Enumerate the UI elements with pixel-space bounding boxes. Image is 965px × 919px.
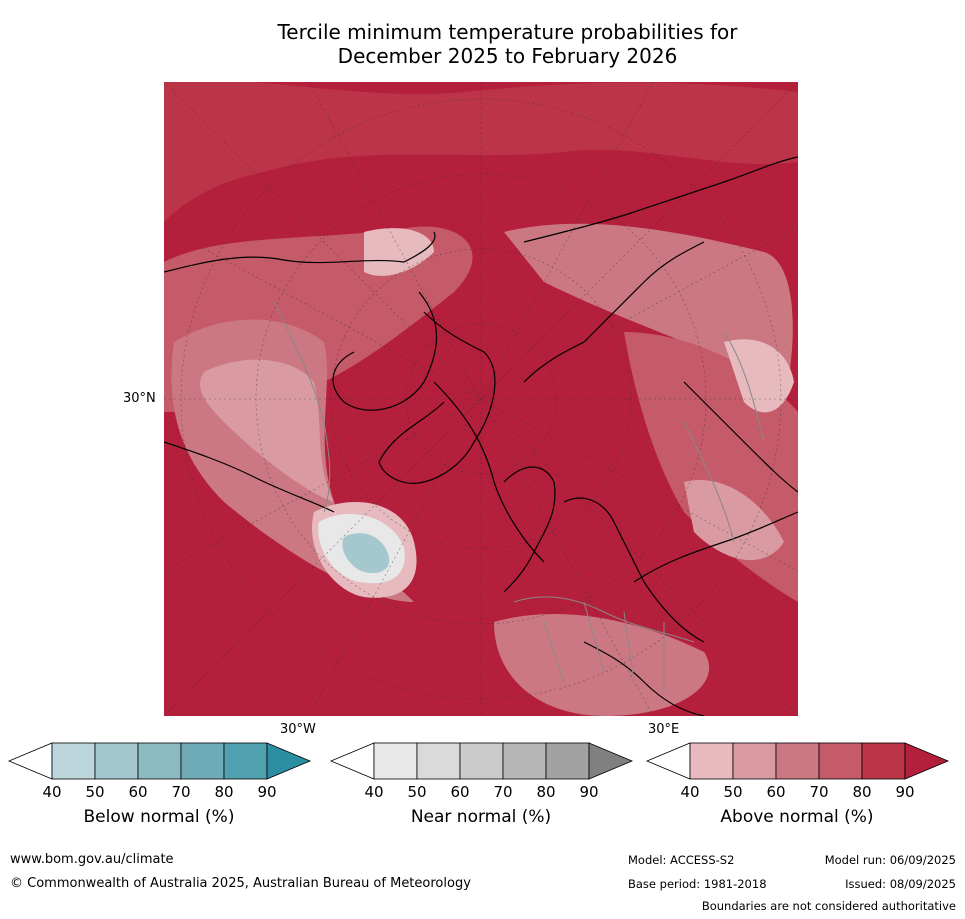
colorbar-below-normal: Below normal (%) 40 50 60 70 80 90 [7, 742, 312, 853]
colorbar-extend-low [645, 742, 691, 780]
probability-map [164, 82, 798, 716]
copyright-text: © Commonwealth of Australia 2025, Austra… [10, 876, 471, 891]
colorbar-segment [689, 742, 734, 780]
colorbar-segment [137, 742, 182, 780]
colorbar-near-svg [329, 742, 634, 780]
colorbar-tick-label: 60 [766, 783, 786, 801]
graticule [164, 82, 798, 716]
colorbar-extend-high [904, 742, 950, 780]
colorbar-below-label: Below normal (%) [83, 807, 235, 827]
colorbar-segment [51, 742, 96, 780]
model-text: Model: ACCESS-S2 [628, 853, 735, 867]
colorbar-extend-high [266, 742, 312, 780]
colorbar-tick-label: 50 [407, 783, 427, 801]
colorbar-below-svg [7, 742, 312, 780]
colorbar-segment [180, 742, 225, 780]
colorbar-segment [775, 742, 820, 780]
colorbar-near-normal: Near normal (%) 40 50 60 70 80 90 [329, 742, 634, 853]
colorbar-segment [416, 742, 461, 780]
region-central-asia-light [684, 480, 784, 561]
colorbar-extend-low [7, 742, 53, 780]
region-alaska-light [364, 228, 434, 276]
colorbar-above-label: Above normal (%) [720, 807, 874, 827]
region-asia-light [724, 339, 794, 413]
colorbar-tick-label: 90 [257, 783, 277, 801]
title-line-1: Tercile minimum temperature probabilitie… [277, 20, 738, 44]
chart-title: Tercile minimum temperature probabilitie… [0, 20, 965, 68]
colorbar-segment [373, 742, 418, 780]
colorbar-segment [545, 742, 590, 780]
region-pacific-light [200, 359, 334, 502]
region-below-normal [342, 533, 390, 574]
colorbar-segment [94, 742, 139, 780]
colorbar-segment [861, 742, 906, 780]
lon-label-30e: 30°E [648, 722, 680, 737]
lon-label-30w: 30°W [280, 722, 316, 737]
colorbar-tick-label: 50 [723, 783, 743, 801]
colorbar-near-label: Near normal (%) [410, 807, 552, 827]
lat-label-30n: 30°N [123, 391, 156, 406]
colorbar-tick-label: 60 [128, 783, 148, 801]
issued-text: Issued: 08/09/2025 [845, 877, 956, 891]
colorbar-above-svg [645, 742, 950, 780]
colorbar-tick-label: 60 [450, 783, 470, 801]
colorbar-tick-label: 90 [895, 783, 915, 801]
website-link[interactable]: www.bom.gov.au/climate [10, 852, 174, 867]
colorbar-tick-label: 40 [364, 783, 384, 801]
colorbar-tick-label: 90 [579, 783, 599, 801]
colorbar-tick-label: 80 [214, 783, 234, 801]
colorbar-tick-label: 80 [852, 783, 872, 801]
country-boundaries [273, 301, 765, 692]
colorbar-segment [223, 742, 268, 780]
colorbar-above-normal: Above normal (%) 40 50 60 70 80 90 [645, 742, 950, 853]
colorbar-tick-label: 80 [536, 783, 556, 801]
colorbar-tick-label: 40 [42, 783, 62, 801]
colorbar-tick-label: 70 [493, 783, 513, 801]
colorbar-segment [459, 742, 504, 780]
base-period-text: Base period: 1981-2018 [628, 877, 767, 891]
colorbar-segment [818, 742, 863, 780]
colorbar-tick-label: 50 [85, 783, 105, 801]
coastlines [164, 156, 798, 716]
colorbar-segment [732, 742, 777, 780]
model-run-text: Model run: 06/09/2025 [824, 853, 956, 867]
title-line-2: December 2025 to February 2026 [337, 44, 678, 68]
colorbar-tick-label: 40 [680, 783, 700, 801]
colorbar-extend-low [329, 742, 375, 780]
colorbar-segment [502, 742, 547, 780]
colorbar-tick-label: 70 [809, 783, 829, 801]
colorbar-extend-high [588, 742, 634, 780]
map-svg [164, 82, 798, 716]
disclaimer-text: Boundaries are not considered authoritat… [701, 899, 956, 913]
colorbar-tick-label: 70 [171, 783, 191, 801]
